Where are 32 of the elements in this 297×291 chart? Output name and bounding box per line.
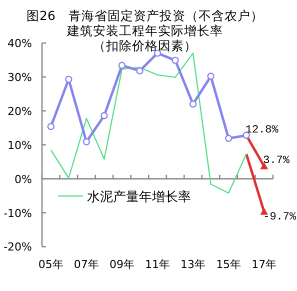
x-tick-label: 15年	[216, 258, 242, 271]
y-tick-label: -10%	[4, 206, 32, 220]
data-label: 12.8%	[245, 124, 279, 136]
y-tick-label: 30%	[8, 70, 32, 84]
legend-label: 水泥产量年增长率	[87, 189, 191, 205]
data-label: -9.7%	[263, 212, 297, 224]
point	[172, 56, 179, 64]
y-tick-label: 0%	[14, 172, 32, 186]
point	[207, 72, 214, 80]
point	[224, 134, 232, 142]
x-tick-label: 07年	[74, 258, 99, 271]
y-tick-label: 40%	[8, 37, 32, 50]
title: 图26 青海省固定资产投资（不含农户）	[26, 8, 264, 23]
x-tick-label: 13年	[180, 258, 206, 271]
y-tick-label: 20%	[8, 104, 32, 118]
point	[136, 67, 144, 74]
data-label: 3.7%	[263, 155, 290, 168]
x-tick-label: 09年	[109, 258, 134, 271]
point	[82, 138, 90, 146]
x-tick-label: 17年	[252, 258, 277, 271]
point	[47, 122, 54, 130]
legend: 水泥产量年增长率	[58, 190, 191, 205]
y-tick-label: 10%	[8, 138, 32, 152]
point	[118, 62, 126, 70]
x-tick-label: 11年	[145, 258, 170, 271]
point	[100, 112, 108, 120]
y-tick-label: -20%	[4, 240, 32, 254]
point	[65, 76, 72, 83]
x-tick-label: 05年	[38, 258, 64, 271]
point	[189, 100, 197, 108]
annotation: （扣除价格因素）	[93, 38, 197, 53]
subtitle: 建筑安装工程年实际增长率	[67, 23, 223, 38]
